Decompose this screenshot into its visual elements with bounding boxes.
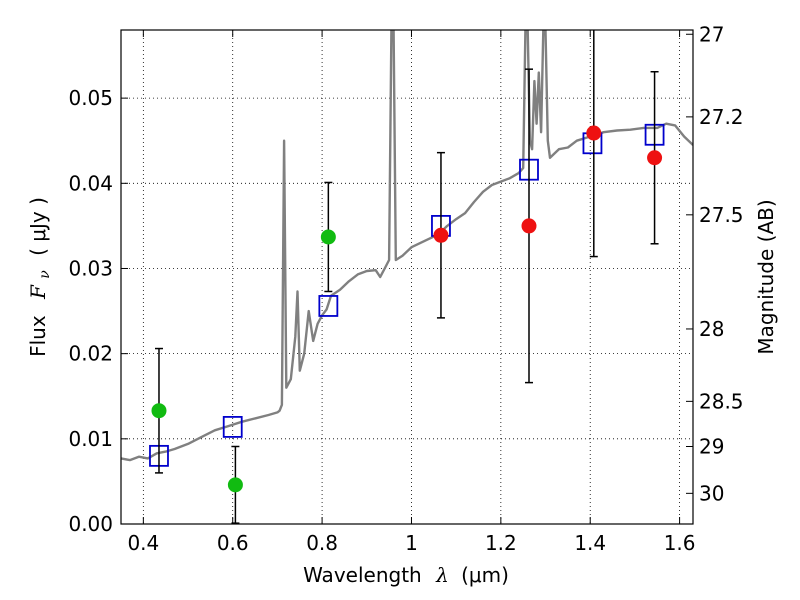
y-tick-label: 0.04	[68, 171, 113, 195]
y-axis-label: Flux F ν ( μJy )	[26, 197, 54, 357]
observed-point-red	[647, 150, 663, 166]
mag-tick-label: 27.2	[699, 105, 744, 129]
x-axis-label: Wavelength λ (μm)	[303, 563, 509, 587]
x-tick-label: 1.2	[485, 531, 517, 555]
model-spectrum-layer	[121, 30, 693, 462]
mag-tick-label: 27	[699, 22, 724, 46]
model-spectrum-line	[121, 30, 693, 462]
y-tick-label: 0.01	[68, 427, 113, 451]
x-tick-label: 1	[405, 531, 418, 555]
mag-tick-label: 28	[699, 317, 724, 341]
mag-tick-label: 30	[699, 481, 724, 505]
plot-frame	[120, 29, 694, 525]
observed-point-green	[320, 229, 336, 245]
observed-point-green	[151, 403, 167, 419]
observed-point-red	[586, 125, 602, 141]
mag-tick-label: 29	[699, 434, 724, 458]
observed-point-red	[433, 227, 449, 243]
x-tick-label: 0.4	[127, 531, 159, 555]
x-tick-label: 1.4	[574, 531, 606, 555]
y-tick-label: 0.02	[68, 342, 113, 366]
model-photometry-square	[318, 295, 339, 317]
mag-tick-label: 27.5	[699, 203, 744, 227]
secondary-y-axis-label: Magnitude (AB)	[754, 199, 778, 354]
plot-background	[121, 30, 693, 524]
axis-ticks: 0.4 0.6 0.8 1 1.2 1.4 1.6 0.00 0.01 0.02 0.03 0.04 0…	[68, 22, 743, 555]
x-tick-label: 0.6	[217, 531, 249, 555]
y-tick-label: 0.05	[68, 86, 113, 110]
y-tick-label: 0.03	[68, 256, 113, 280]
observed-point-red	[521, 218, 537, 234]
y-tick-label: 0.00	[68, 512, 113, 536]
x-tick-label: 1.6	[664, 531, 696, 555]
photometry-markers	[149, 30, 665, 524]
x-tick-label: 0.8	[306, 531, 338, 555]
mag-tick-label: 28.5	[699, 389, 744, 413]
model-photometry-square	[222, 416, 243, 438]
observed-point-green	[227, 477, 243, 493]
